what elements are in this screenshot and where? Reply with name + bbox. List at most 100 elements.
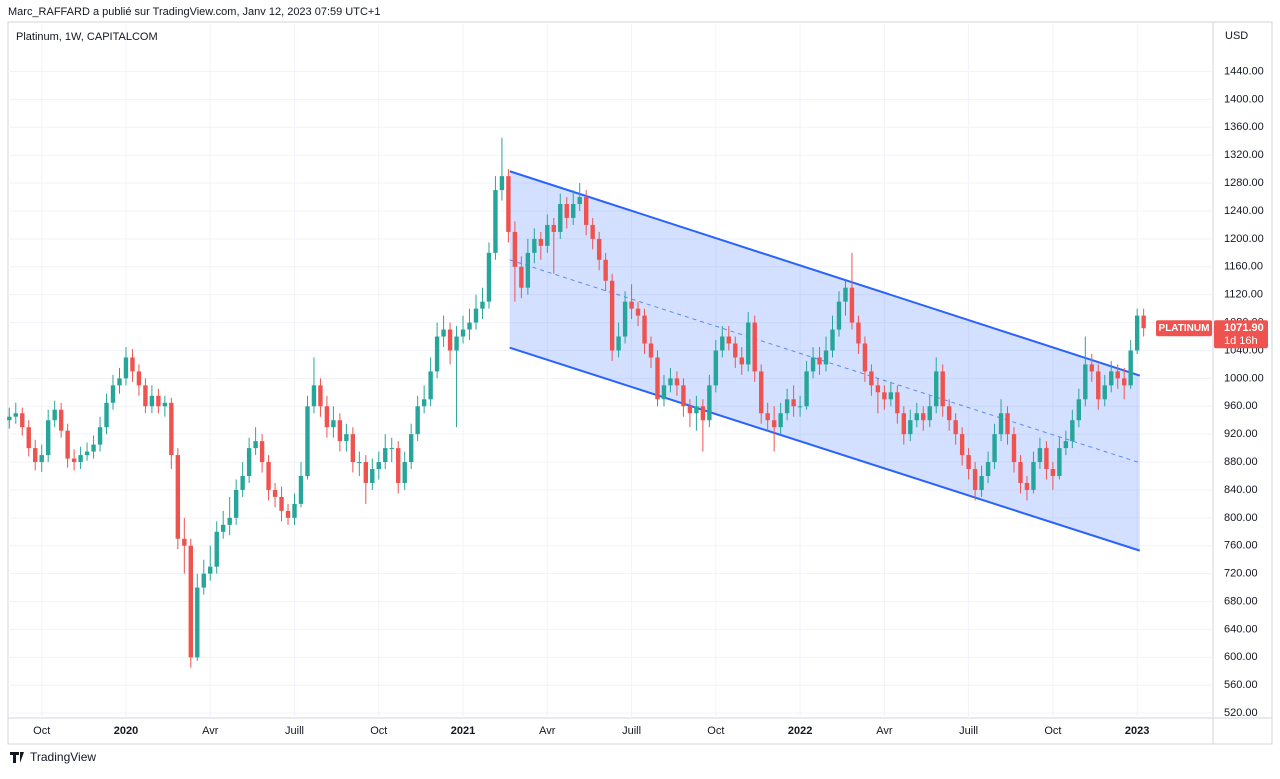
candle-body	[253, 441, 258, 449]
candle-body	[169, 402, 174, 456]
candle-body	[1024, 482, 1030, 490]
candle-body	[45, 420, 51, 456]
labels: 520.00 560.00 600.00 640.00 680.00 720.00 760.…	[33, 65, 1268, 737]
candle-body	[324, 406, 330, 428]
y-tick-label: 520.00	[1224, 707, 1258, 719]
candle-body	[908, 420, 913, 435]
y-tick-label: 600.00	[1224, 651, 1258, 663]
byline: Marc_RAFFARD a publié sur TradingView.co…	[8, 6, 380, 18]
candle-body	[940, 371, 945, 407]
candle-body	[84, 451, 90, 456]
candle-body	[415, 406, 420, 435]
candle-body	[182, 538, 187, 546]
candle-body	[13, 413, 18, 417]
candle-body	[1096, 371, 1101, 400]
y-tick-label: 1160.00	[1224, 261, 1263, 273]
candle-body	[363, 462, 369, 483]
candle-body	[836, 301, 842, 330]
y-tick-label: 1360.00	[1224, 121, 1264, 133]
candle-body	[655, 357, 660, 400]
candle-body	[558, 204, 563, 232]
y-tick-label: 880.00	[1224, 456, 1258, 468]
candle-body	[1018, 462, 1023, 483]
candle-body	[590, 224, 595, 239]
candle-body	[746, 322, 751, 365]
candle-body	[914, 413, 919, 421]
last-price-box	[1214, 320, 1268, 349]
y-tick-label: 1000.00	[1224, 372, 1264, 384]
candle-body	[629, 301, 634, 309]
grid	[8, 22, 1213, 718]
candle-body	[1121, 378, 1127, 386]
y-tick-label: 1200.00	[1224, 233, 1264, 245]
candle-body	[285, 510, 291, 518]
candle-body	[583, 197, 589, 225]
x-tick-label: Juill	[959, 725, 978, 737]
candle-body	[460, 329, 466, 337]
candle-body	[1141, 315, 1146, 329]
x-tick-label: Juill	[285, 725, 304, 737]
candle-body	[441, 329, 446, 337]
candle-body	[752, 322, 757, 372]
y-tick-label: 1440.00	[1224, 65, 1264, 77]
candle-body	[668, 378, 673, 386]
candle-body	[771, 420, 777, 428]
x-tick-label: Juill	[622, 725, 641, 737]
y-tick-label: 1400.00	[1224, 93, 1264, 105]
candle-body	[661, 385, 667, 400]
candle-body	[797, 406, 803, 408]
y-tick-label: 720.00	[1224, 568, 1258, 580]
candle-body	[700, 406, 706, 421]
candle-body	[376, 462, 381, 470]
candle-body	[979, 476, 984, 490]
candle-body	[188, 545, 193, 658]
candle-body	[350, 434, 356, 463]
candle-body	[817, 357, 822, 365]
candle-body	[1031, 462, 1036, 490]
candle-body	[318, 385, 323, 407]
candle-body	[486, 252, 492, 302]
candle-body	[946, 406, 952, 421]
candle-body	[830, 329, 835, 351]
candle-body	[117, 378, 122, 386]
candle-body	[1115, 371, 1120, 379]
candle-body	[642, 315, 647, 344]
candle-body	[33, 448, 38, 463]
y-tick-label: 800.00	[1224, 512, 1258, 524]
candle-body	[778, 413, 783, 428]
candle-body	[895, 392, 900, 414]
x-tick-label: Oct	[33, 725, 50, 737]
candle-body	[221, 524, 226, 532]
y-tick-label: 1120.00	[1224, 289, 1263, 301]
candle-body	[888, 392, 894, 400]
candle-body	[389, 448, 394, 450]
y-tick-label: 640.00	[1224, 623, 1258, 635]
candle-body	[927, 406, 932, 421]
candle-body	[1089, 364, 1094, 372]
candle-body	[97, 427, 103, 445]
candle-body	[648, 343, 654, 358]
plot	[7, 137, 1146, 668]
candle-body	[52, 409, 57, 421]
candle-body	[493, 190, 498, 253]
candle-body	[577, 197, 582, 205]
candle-body	[156, 395, 161, 407]
candle-body	[1070, 420, 1075, 442]
candle-body	[136, 371, 142, 386]
candle-body	[421, 399, 427, 407]
y-tick-label: 680.00	[1224, 595, 1258, 607]
candle-body	[862, 343, 868, 372]
x-tick-label: 2023	[1125, 725, 1149, 737]
candle-body	[175, 455, 181, 539]
candle-body	[396, 448, 401, 483]
candle-body	[726, 336, 731, 344]
x-tick-label: Oct	[707, 725, 724, 737]
currency: USD	[1225, 30, 1248, 42]
candle-body	[1102, 385, 1107, 400]
candle-body	[246, 448, 252, 477]
candle-body	[402, 462, 407, 483]
candle-body	[733, 343, 738, 358]
candle-body	[674, 378, 680, 386]
candle-body	[1037, 448, 1043, 463]
